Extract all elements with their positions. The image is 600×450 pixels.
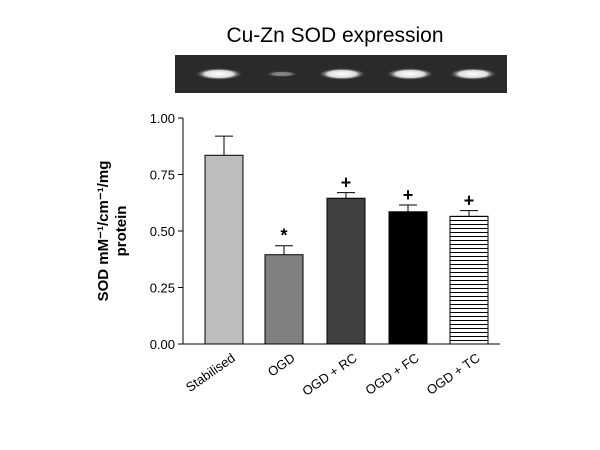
gel-image (175, 55, 507, 93)
y-label-line: protein (113, 206, 130, 257)
y-tick-label: 0.25 (150, 281, 175, 296)
bar (388, 211, 428, 345)
y-tick-label: 1.00 (150, 111, 175, 126)
x-tick-label: Stabilised (183, 350, 238, 395)
y-tick-label: 0.00 (150, 337, 175, 352)
significance-marker: + (341, 173, 352, 193)
y-label-line: SOD mM⁻¹/cm⁻¹/mg (95, 161, 112, 302)
y-tick-label: 0.75 (150, 168, 175, 183)
y-axis-label: SOD mM⁻¹/cm⁻¹/mg protein (95, 161, 130, 302)
bar (449, 215, 489, 345)
bar (264, 254, 304, 345)
significance-marker: + (464, 191, 475, 211)
chart-title: Cu-Zn SOD expression (226, 24, 443, 47)
x-tick-label: OGD + RC (299, 350, 359, 399)
x-tick-label: OGD + FC (363, 350, 422, 398)
x-tick-label: OGD + TC (424, 350, 483, 398)
bar (204, 154, 244, 345)
significance-marker: * (280, 226, 287, 246)
y-tick-label: 0.50 (150, 224, 175, 239)
significance-marker: + (403, 185, 414, 205)
x-tick-label: OGD (265, 350, 298, 379)
bar (326, 197, 366, 345)
